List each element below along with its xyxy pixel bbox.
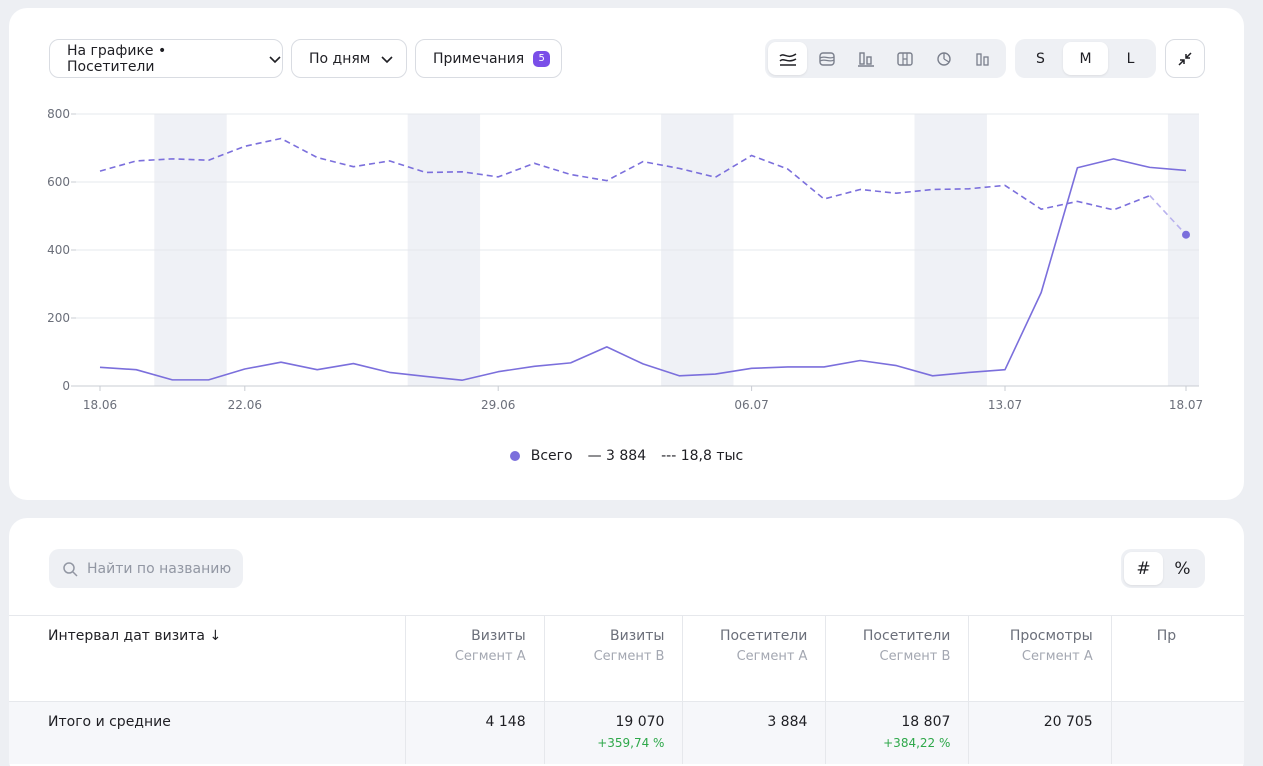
search-input[interactable]	[87, 560, 237, 577]
chart-type-switch	[765, 39, 1006, 78]
y-tick-label: 400	[47, 243, 70, 257]
y-tick-label: 0	[62, 379, 70, 393]
y-tick-label: 200	[47, 311, 70, 325]
table-header-row: Интервал дат визита ↓ Визиты Сегмент A Ви…	[9, 615, 1244, 702]
table-cell	[1111, 701, 1244, 764]
collapse-icon	[1178, 51, 1192, 66]
stacked-bar-button[interactable]	[885, 42, 924, 75]
line-chart: 800 600 400 200 0 18.06 22.06 29.06 06.07 13.07 1…	[47, 107, 1203, 412]
column-chart-button[interactable]	[963, 42, 1002, 75]
size-l-button[interactable]: L	[1126, 50, 1135, 67]
chart-legend: Всего — 3 884 --- 18,8 тыс	[9, 448, 1244, 464]
search-box[interactable]	[49, 549, 243, 588]
table-totals-row: Итого и средние 4 148 19 070 +359,74 % 3 …	[9, 701, 1244, 764]
series-last-point	[1182, 230, 1190, 239]
line-chart-button[interactable]	[768, 42, 807, 75]
x-tick-label: 18.07	[1169, 398, 1203, 412]
period-dropdown[interactable]: По дням	[291, 39, 407, 78]
pie-chart-button[interactable]	[924, 42, 963, 75]
legend-series-name: Всего	[530, 448, 573, 464]
series-line-solid	[99, 158, 1187, 382]
series-line-partial	[1149, 195, 1187, 236]
x-tick-label: 06.07	[734, 398, 768, 412]
period-dropdown-label: По дням	[309, 50, 371, 67]
bar-chart-button[interactable]	[846, 42, 885, 75]
column-header[interactable]: Просмотры Сегмент A	[968, 615, 1112, 702]
table-cell: 4 148	[405, 701, 545, 764]
series-line-dashed	[99, 137, 1151, 211]
column-header-date-interval[interactable]: Интервал дат визита ↓	[9, 615, 406, 702]
chart-card: На графике • Посетители По дням Примечан…	[9, 8, 1244, 500]
chevron-down-icon	[381, 55, 393, 63]
size-s-button[interactable]: S	[1036, 50, 1045, 67]
x-tick-label: 18.06	[83, 398, 117, 412]
table-cell: 3 884	[682, 701, 827, 764]
number-format-switch: # %	[1121, 549, 1205, 588]
area-chart-icon	[818, 51, 835, 66]
notes-count-badge: 5	[533, 50, 551, 67]
y-tick-label: 600	[47, 175, 70, 189]
metric-dropdown[interactable]: На графике • Посетители	[49, 39, 283, 78]
area-chart-button[interactable]	[807, 42, 846, 75]
line-chart-icon	[778, 52, 796, 66]
pie-chart-icon	[936, 51, 951, 66]
chevron-down-icon	[269, 55, 281, 63]
size-m-button[interactable]: M	[1063, 42, 1108, 75]
totals-label: Итого и средние	[9, 701, 406, 764]
absolute-values-button[interactable]: #	[1124, 552, 1163, 585]
collapse-button[interactable]	[1165, 39, 1205, 78]
stacked-bar-icon	[896, 51, 913, 66]
table-cell: 20 705	[968, 701, 1112, 764]
chart-size-switch: S M L	[1015, 39, 1156, 78]
column-header[interactable]: Пр	[1111, 615, 1244, 702]
notes-label: Примечания	[433, 50, 525, 67]
bar-chart-icon	[857, 51, 874, 67]
percent-values-button[interactable]: %	[1174, 558, 1191, 579]
legend-solid-value: — 3 884	[587, 448, 647, 464]
x-tick-label: 22.06	[228, 398, 262, 412]
search-icon	[63, 561, 78, 577]
data-table: Интервал дат визита ↓ Визиты Сегмент A Ви…	[9, 615, 1244, 764]
metric-dropdown-label: На графике • Посетители	[67, 42, 167, 75]
x-tick-label: 29.06	[481, 398, 515, 412]
column-chart-icon	[975, 52, 989, 66]
x-tick-label: 13.07	[988, 398, 1022, 412]
column-header[interactable]: Посетители Сегмент A	[682, 615, 827, 702]
column-header[interactable]: Посетители Сегмент B	[825, 615, 970, 702]
legend-dashed-value: --- 18,8 тыс	[661, 448, 744, 464]
notes-button[interactable]: Примечания 5	[415, 39, 562, 78]
table-cell: 19 070 +359,74 %	[544, 701, 684, 764]
y-tick-label: 800	[47, 107, 70, 121]
column-header[interactable]: Визиты Сегмент B	[544, 615, 684, 702]
column-header[interactable]: Визиты Сегмент A	[405, 615, 545, 702]
table-cell: 18 807 +384,22 %	[825, 701, 970, 764]
legend-dot	[509, 451, 520, 461]
table-card: # % Интервал дат визита ↓ ВизитыСегмент …	[9, 518, 1244, 766]
